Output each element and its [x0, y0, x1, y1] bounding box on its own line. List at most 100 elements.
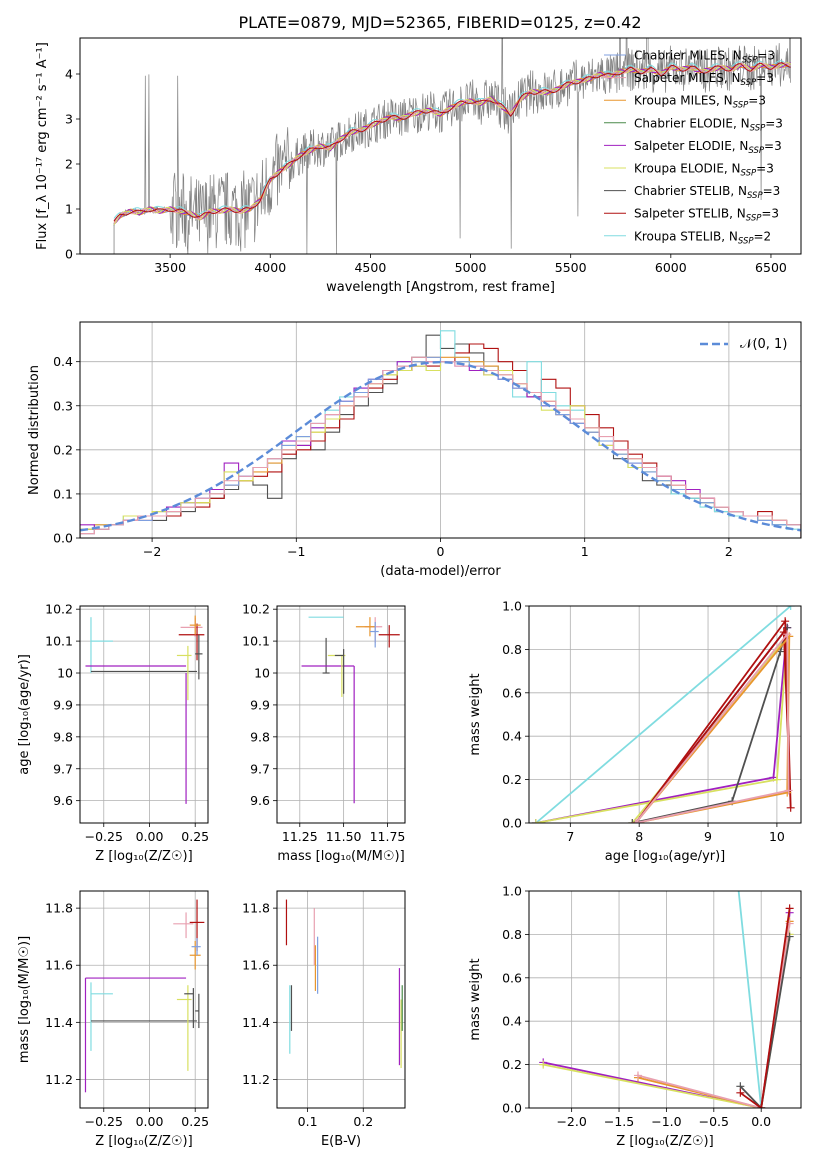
weight-line-kroupa_stelib [737, 891, 763, 1108]
weight-line-kroupa_stelib [535, 606, 792, 823]
y-tick-label: 10 [57, 666, 73, 681]
x-tick-label: 7 [566, 829, 574, 844]
x-tick-label: −2 [143, 544, 161, 559]
weight-marker-salpeter_miles [633, 1071, 642, 1080]
legend-subscript: SSP [748, 146, 764, 156]
y-tick-label: 10.2 [45, 602, 73, 617]
x-tick-label: −1.5 [604, 1114, 634, 1129]
x-tick-label: −0.25 [85, 1114, 123, 1129]
axes-mass_vs_Z: −0.25 0.00 0.25 11.2 11.4 11.6 11.8 Z [log₁₀(Z/… [17, 891, 209, 1149]
axes-frame [276, 605, 406, 824]
axes-spectrum: 3500 4000 4500 5000 5500 6000 6500 0 1 2 3 4 wavelen… [35, 42, 787, 295]
y-tick-label: 0.6 [502, 970, 522, 985]
weight-marker-salpeter_stelib [757, 1104, 766, 1108]
legend-tail: =3 [765, 116, 783, 130]
legend-subscript: SSP [747, 191, 763, 201]
y-tick-label: 10.1 [45, 634, 73, 649]
weight-line-salpeter_elodie [535, 624, 789, 823]
legend-tail: =3 [756, 71, 774, 85]
legend-subscript: SSP [733, 101, 749, 111]
weight-marker-salpeter_stelib [781, 617, 790, 626]
x-tick-label: 5000 [455, 260, 487, 275]
weight-line-salpeter_miles [637, 923, 791, 1108]
plot-area-age_vs_mass [301, 616, 400, 804]
legend-entry: Salpeter ELODIE, NSSP=3 [634, 139, 782, 156]
legend-tail: =3 [764, 139, 782, 153]
weight-line-salpeter_miles [634, 631, 790, 823]
y-tick-label: 4 [65, 67, 73, 82]
model-spectrum-salpeter_stelib [113, 62, 791, 222]
x-tick-label: 1 [581, 544, 589, 559]
y-tick-label: 0.8 [502, 927, 522, 942]
y-tick-label: 11.8 [242, 901, 270, 916]
axes-frame [79, 37, 802, 255]
y-tick-label: 11.4 [242, 1015, 270, 1030]
legend-entry: 𝒩(0, 1) [740, 337, 787, 352]
x-tick-label: −1 [287, 544, 305, 559]
x-axis-label: mass [log₁₀(M/M☉)] [277, 849, 404, 864]
y-tick-label: 9.8 [53, 729, 73, 744]
legend-tail: =2 [754, 229, 772, 243]
y-tick-label: 0.4 [502, 1014, 522, 1029]
observed-spectrum [113, 38, 791, 254]
legend-tail: =3 [748, 94, 766, 108]
x-axis-label: Z [log₁₀(Z/Z☉)] [616, 1134, 713, 1149]
x-tick-label: 4500 [354, 260, 386, 275]
y-tick-label: 1.0 [502, 599, 522, 614]
x-axis-label: (data-model)/error [380, 564, 501, 579]
y-axis-label: Flux [f_λ 10⁻¹⁷ erg cm⁻² s⁻¹ A⁻¹] [35, 42, 50, 250]
x-tick-label: 0.25 [181, 829, 209, 844]
y-tick-label: 1 [65, 202, 73, 217]
model-spectrum-kroupa_miles [113, 63, 791, 223]
legend-label: Kroupa ELODIE, N [634, 162, 741, 176]
x-tick-label: 0.25 [181, 1114, 209, 1129]
y-tick-label: 0.2 [502, 1057, 522, 1072]
weight-marker-kroupa_elodie [772, 775, 781, 784]
x-tick-label: 0.00 [136, 1114, 164, 1129]
x-axis-label: Z [log₁₀(Z/Z☉)] [95, 849, 192, 864]
x-tick-label: 11.75 [370, 829, 406, 844]
legend-entry: Chabrier ELODIE, NSSP=3 [634, 116, 783, 133]
y-tick-label: 10.1 [242, 634, 270, 649]
weight-marker-salpeter_stelib [736, 1088, 745, 1097]
x-tick-label: 0.1 [298, 1114, 318, 1129]
x-tick-label: 0.00 [136, 829, 164, 844]
normal-pdf-curve [80, 360, 801, 532]
y-tick-label: 11.6 [45, 958, 73, 973]
y-tick-label: 0.2 [502, 772, 522, 787]
x-axis-label: age [log₁₀(age/yr)] [605, 849, 726, 864]
model-spectrum-salpeter_miles [113, 62, 791, 224]
axes-residuals: −2 −1 0 1 2 0.0 0.1 0.2 0.3 0.4 (data-model)/error… [27, 322, 801, 579]
y-tick-label: 11.2 [45, 1072, 73, 1087]
x-tick-label: −0.5 [699, 1114, 729, 1129]
legend-label: Salpeter MILES, N [634, 71, 741, 85]
weight-marker-salpeter_stelib [785, 904, 794, 913]
x-axis-label: E(B-V) [321, 1134, 361, 1149]
legend-label: Chabrier STELIB, N [634, 184, 747, 198]
y-tick-label: 0.0 [502, 1101, 522, 1116]
y-tick-label: 9.6 [250, 793, 270, 808]
legend-entry: Kroupa STELIB, NSSP=2 [634, 229, 771, 246]
x-axis-label: Z [log₁₀(Z/Z☉)] [95, 1134, 192, 1149]
y-tick-label: 0.0 [53, 531, 73, 546]
axes-frame [79, 321, 802, 539]
x-tick-label: 6500 [755, 260, 787, 275]
y-tick-label: 0.1 [53, 486, 73, 501]
axes-frame [276, 890, 406, 1109]
y-tick-label: 11.4 [45, 1015, 73, 1030]
legend-tail: =3 [756, 162, 774, 176]
y-tick-label: 9.7 [250, 761, 270, 776]
y-axis-label: age [log₁₀(age/yr)] [17, 654, 32, 775]
plot-area-massweight_vs_age [531, 606, 795, 823]
x-tick-label: 5500 [555, 260, 587, 275]
legend-label: Chabrier MILES, N [634, 49, 742, 63]
y-tick-label: 1.0 [502, 884, 522, 899]
weight-marker-salpeter_miles [783, 630, 792, 639]
legend-label: Kroupa MILES, N [634, 94, 733, 108]
weight-line-salpeter_stelib [739, 908, 791, 1108]
x-tick-label: 0 [437, 544, 445, 559]
weight-marker-kroupa_elodie [531, 819, 540, 823]
weight-marker-salpeter_stelib [786, 803, 795, 812]
